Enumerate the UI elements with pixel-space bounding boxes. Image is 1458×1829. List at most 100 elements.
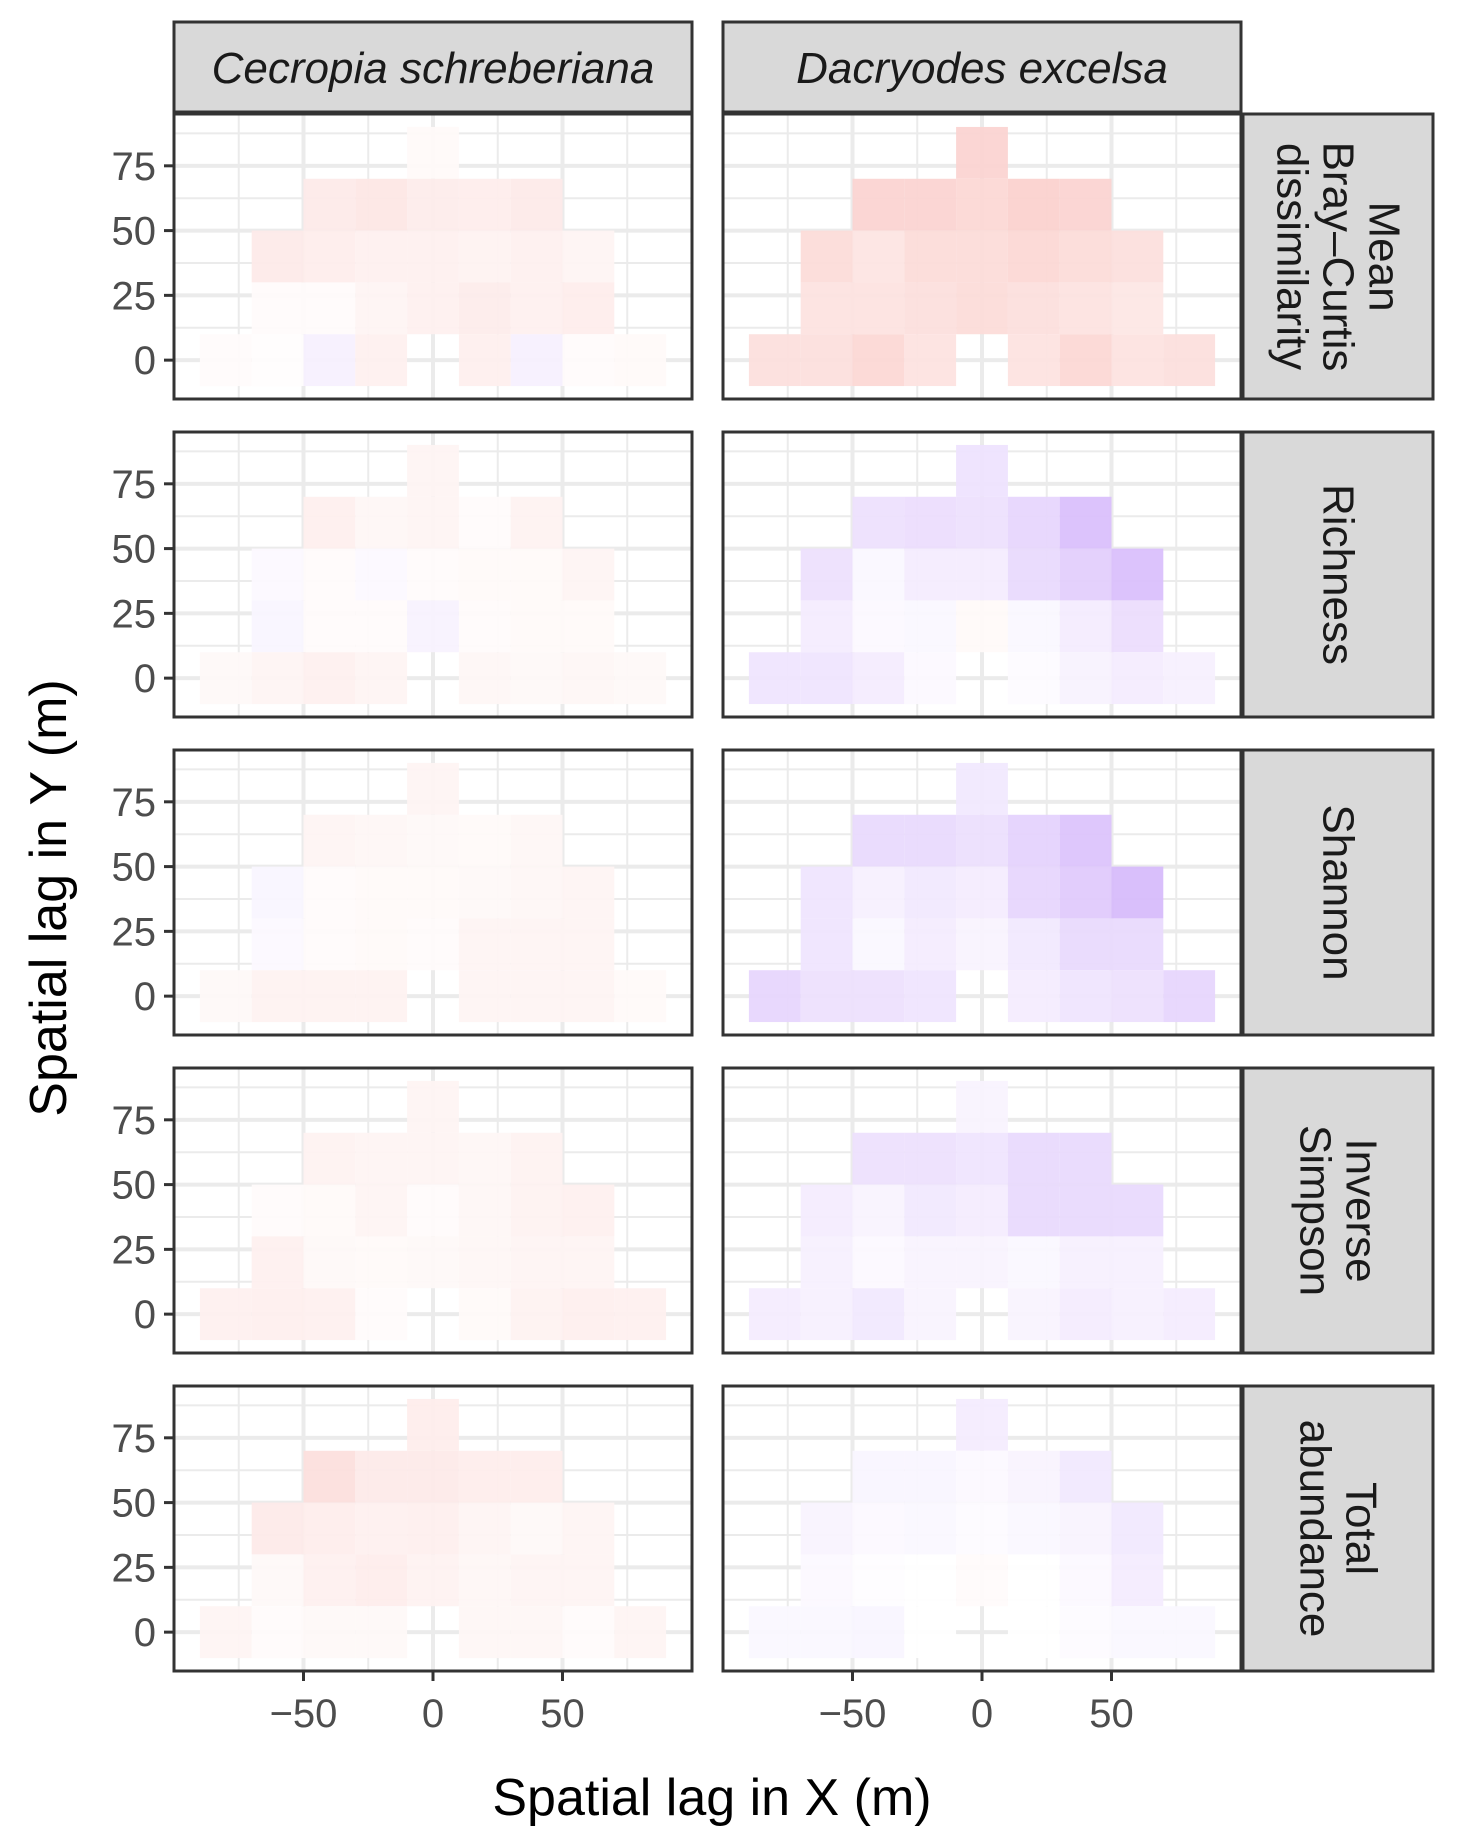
row-strip-label: Richness xyxy=(1314,484,1363,665)
heatmap-cell xyxy=(562,866,615,919)
heatmap-cell xyxy=(458,496,511,549)
heatmap-cell xyxy=(562,282,615,335)
heatmap-cell xyxy=(800,230,853,283)
row-strip xyxy=(1241,748,1435,1037)
heatmap-cell xyxy=(251,970,304,1023)
heatmap-cell xyxy=(1059,1450,1112,1503)
heatmap-cell xyxy=(458,814,511,867)
heatmap-cell xyxy=(1007,918,1060,971)
heatmap-cell xyxy=(510,1184,563,1237)
heatmap-cell xyxy=(852,548,905,601)
y-axis-title: Spatial lag in Y (m) xyxy=(20,679,78,1116)
heatmap-cell xyxy=(852,178,905,231)
y-tick-label: 50 xyxy=(112,1164,157,1208)
x-tick-label: 0 xyxy=(971,1692,993,1736)
heatmap-cell xyxy=(458,230,511,283)
heatmap-cell xyxy=(510,230,563,283)
heatmap-cell xyxy=(614,652,667,705)
heatmap-cell xyxy=(956,1398,1008,1451)
heatmap-cell xyxy=(1007,548,1060,601)
heatmap-cell xyxy=(355,548,408,601)
heatmap-cell xyxy=(1111,970,1164,1023)
heatmap-panel xyxy=(172,748,694,1037)
heatmap-cell xyxy=(956,866,1008,919)
row-strip-label: Bray–Curtis xyxy=(1314,142,1363,372)
heatmap-cell xyxy=(510,1606,563,1659)
heatmap-cell xyxy=(562,1606,615,1659)
heatmap-cell xyxy=(800,282,853,335)
heatmap-cell xyxy=(1059,970,1112,1023)
heatmap-cell xyxy=(800,652,853,705)
heatmap-cell xyxy=(956,600,1008,653)
heatmap-cell xyxy=(852,282,905,335)
heatmap-cell xyxy=(355,652,408,705)
heatmap-cell xyxy=(407,230,459,283)
heatmap-cell xyxy=(510,282,563,335)
heatmap-cell xyxy=(510,548,563,601)
row-strip xyxy=(1241,430,1435,719)
heatmap-cell xyxy=(1007,866,1060,919)
heatmap-cell xyxy=(251,1236,304,1289)
heatmap-cell xyxy=(510,1132,563,1185)
heatmap-cell xyxy=(852,1554,905,1607)
heatmap-cell xyxy=(1007,970,1060,1023)
heatmap-cell xyxy=(1007,1606,1060,1659)
heatmap-cell xyxy=(800,600,853,653)
heatmap-cell xyxy=(251,230,304,283)
heatmap-cell xyxy=(303,1236,356,1289)
x-tick-label: 50 xyxy=(540,1692,585,1736)
heatmap-cell xyxy=(748,652,801,705)
row-strip xyxy=(1241,1066,1435,1355)
heatmap-cell xyxy=(355,600,408,653)
heatmap-cell xyxy=(904,1236,957,1289)
heatmap-cell xyxy=(251,1288,304,1341)
heatmap-cell xyxy=(614,1288,667,1341)
heatmap-cell xyxy=(1163,970,1216,1023)
y-tick-label: 25 xyxy=(112,1546,157,1590)
panel-border xyxy=(172,1066,694,1355)
heatmap-panel xyxy=(172,1384,694,1673)
heatmap-cell xyxy=(562,1288,615,1341)
heatmap-cell xyxy=(956,548,1008,601)
heatmap-cell xyxy=(562,230,615,283)
row-strip-label: Shannon xyxy=(1314,804,1363,980)
heatmap-cell xyxy=(1007,1502,1060,1555)
heatmap-cell xyxy=(407,1184,459,1237)
heatmap-cell xyxy=(1059,1502,1112,1555)
heatmap-cell xyxy=(956,1132,1008,1185)
row-strip xyxy=(1241,112,1435,401)
heatmap-cell xyxy=(510,814,563,867)
heatmap-cell xyxy=(355,866,408,919)
heatmap-cell xyxy=(1111,918,1164,971)
row-strip-label: Total xyxy=(1337,1482,1386,1575)
heatmap-cell xyxy=(407,496,459,549)
heatmap-cell xyxy=(407,1236,459,1289)
y-tick-label: 75 xyxy=(112,781,157,825)
heatmap-cell xyxy=(852,970,905,1023)
panel-border xyxy=(172,748,694,1037)
heatmap-cell xyxy=(510,1450,563,1503)
heatmap-cell xyxy=(303,1184,356,1237)
heatmap-cell xyxy=(904,1184,957,1237)
heatmap-cell xyxy=(1059,496,1112,549)
heatmap-cell xyxy=(407,1502,459,1555)
heatmap-cell xyxy=(355,1502,408,1555)
heatmap-cell xyxy=(1163,652,1216,705)
heatmap-cell xyxy=(614,1606,667,1659)
heatmap-cell xyxy=(303,814,356,867)
heatmap-cell xyxy=(956,1450,1008,1503)
heatmap-cell xyxy=(852,1450,905,1503)
heatmap-cell xyxy=(458,1554,511,1607)
heatmap-cell xyxy=(1007,1132,1060,1185)
heatmap-cell xyxy=(852,1132,905,1185)
heatmap-cell xyxy=(251,1554,304,1607)
heatmap-cell xyxy=(800,1554,853,1607)
heatmap-cell xyxy=(458,918,511,971)
heatmap-cell xyxy=(904,178,957,231)
heatmap-cell xyxy=(904,1132,957,1185)
heatmap-cell xyxy=(1059,230,1112,283)
heatmap-cell xyxy=(407,762,459,815)
y-tick-label: 50 xyxy=(112,846,157,890)
heatmap-cell xyxy=(1111,600,1164,653)
